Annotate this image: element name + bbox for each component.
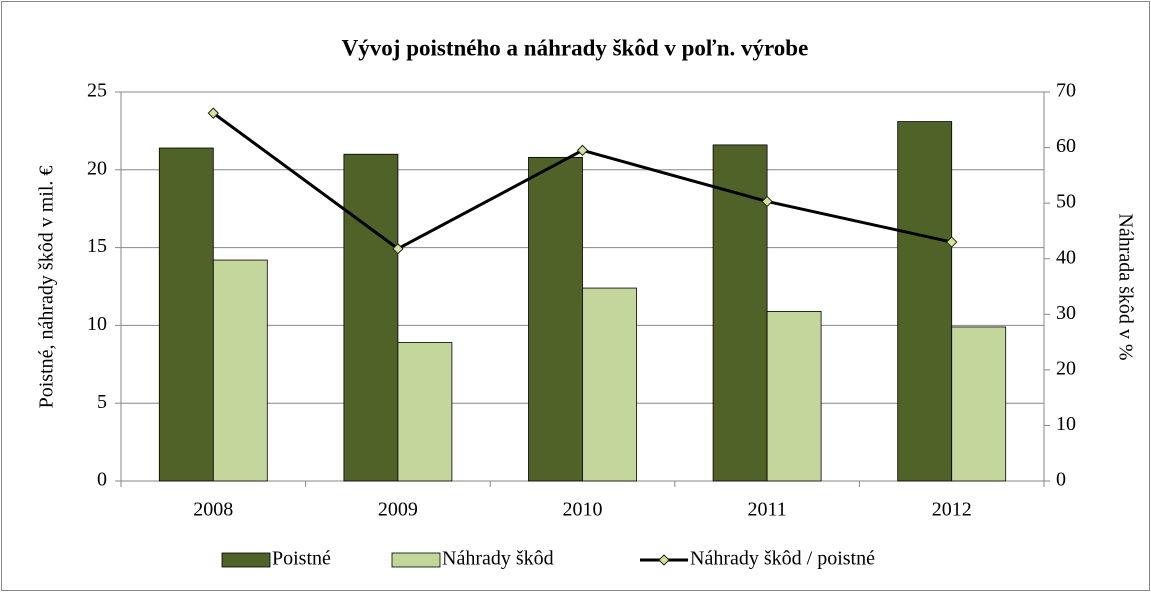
x-tick-label: 2008 <box>193 499 233 521</box>
y2-tick-label: 50 <box>1056 191 1076 213</box>
y2-tick-label: 30 <box>1056 302 1076 324</box>
y2-tick-label: 60 <box>1056 135 1076 157</box>
marker <box>207 107 220 119</box>
y-tick-label: 20 <box>87 157 107 179</box>
y-tick-label: 10 <box>87 313 107 335</box>
y2-tick-label: 40 <box>1056 246 1076 268</box>
marker <box>576 144 589 157</box>
y2-tick-label: 70 <box>1056 80 1076 102</box>
y2-tick-label: 10 <box>1056 413 1076 435</box>
y-tick-label: 5 <box>97 391 107 413</box>
legend-marker <box>658 554 670 566</box>
marker <box>945 236 958 248</box>
bar <box>766 310 822 482</box>
y-tick-label: 15 <box>87 235 107 257</box>
legend-swatch <box>221 552 271 568</box>
y-tick-label: 25 <box>87 80 107 102</box>
bar <box>212 259 268 482</box>
y2-tick-label: 0 <box>1056 469 1066 491</box>
marker <box>392 243 404 255</box>
y2-tick-label: 20 <box>1056 357 1076 379</box>
x-tick-label: 2010 <box>563 499 603 521</box>
bar <box>528 156 583 482</box>
y-axis-label: Poistné, náhrady škôd v mil. € <box>36 166 58 409</box>
x-tick-label: 2011 <box>747 499 786 521</box>
bar <box>897 121 953 482</box>
legend-label: Náhrady škôd / poistné <box>690 548 875 570</box>
bar <box>951 326 1007 482</box>
bar <box>712 144 768 482</box>
x-tick-label: 2009 <box>378 499 418 521</box>
marker <box>761 195 773 208</box>
bar <box>397 342 453 482</box>
y-tick-label: 0 <box>97 469 107 491</box>
legend-label: Poistné <box>272 548 331 570</box>
chart-title: Vývoj poistného a náhrady škôd v poľn. v… <box>342 35 809 60</box>
bar <box>582 287 637 482</box>
legend-swatch <box>391 552 441 568</box>
y2-axis-label: Náhrada škôd v % <box>1114 213 1136 360</box>
x-tick-label: 2012 <box>932 499 972 521</box>
bar <box>158 147 214 482</box>
bar <box>343 153 399 482</box>
legend-label: Náhrady škôd <box>442 548 554 570</box>
